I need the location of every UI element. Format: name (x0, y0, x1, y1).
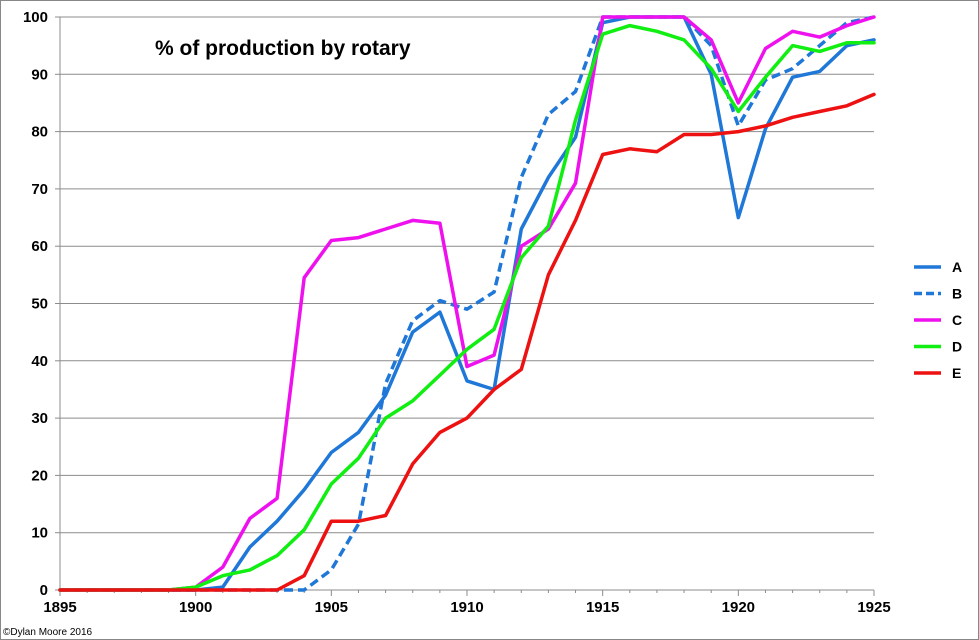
legend-label-a: A (952, 259, 962, 275)
x-tick-label: 1925 (857, 599, 890, 616)
y-tick-label: 0 (40, 582, 48, 599)
y-tick-label: 40 (31, 353, 48, 370)
legend-label-b: B (952, 286, 962, 302)
x-tick-label: 1905 (315, 599, 348, 616)
series-line-b (60, 15, 875, 592)
credit-text: ©Dylan Moore 2016 (3, 627, 93, 638)
x-tick-label: 1895 (43, 599, 76, 616)
series-line-e (58, 92, 876, 592)
y-tick-label: 50 (31, 296, 48, 313)
gridlines (60, 16, 874, 534)
y-tick-labels: 0 10 20 30 40 50 60 70 80 90 100 (23, 9, 48, 599)
legend-label-d: D (952, 339, 962, 355)
x-tick-label: 1915 (586, 599, 619, 616)
series-lines (58, 15, 876, 592)
y-tick-label: 20 (31, 467, 48, 484)
y-tick-label: 90 (31, 66, 48, 83)
y-tick-label: 10 (31, 525, 48, 542)
y-tick-label: 30 (31, 410, 48, 427)
series-line-d (58, 23, 876, 592)
y-tick-label: 70 (31, 181, 48, 198)
x-tick-label: 1900 (179, 599, 212, 616)
y-tick-label: 100 (23, 9, 48, 26)
x-tick-label: 1920 (722, 599, 755, 616)
x-tick-labels: 1895 1900 1905 1910 1915 1920 1925 (43, 599, 890, 616)
y-tick-label: 60 (31, 238, 48, 255)
chart-title: % of production by rotary (155, 37, 411, 60)
legend-label-e: E (952, 365, 961, 381)
y-tick-label: 80 (31, 124, 48, 141)
x-tick-label: 1910 (450, 599, 483, 616)
legend-label-c: C (952, 312, 962, 328)
